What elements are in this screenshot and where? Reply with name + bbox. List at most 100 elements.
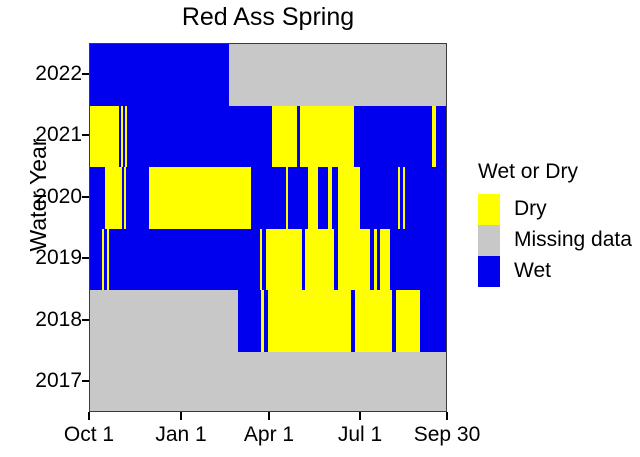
heatmap-row-2017 xyxy=(90,351,446,411)
heatmap-segment-dry xyxy=(300,105,354,167)
heatmap-segment-wet xyxy=(435,105,446,167)
legend-swatch-dry xyxy=(478,194,500,225)
legend-rows: Dry Missing data Wet xyxy=(478,194,638,287)
heatmap-segment-dry xyxy=(90,105,119,167)
heatmap-segment-dry xyxy=(328,167,332,229)
heatmap-segment-dry xyxy=(121,105,123,167)
y-tick-mark-2018 xyxy=(82,318,89,321)
heatmap-segment-dry xyxy=(305,228,335,290)
x-tick-mark-2 xyxy=(268,412,270,420)
heatmap-segment-dry xyxy=(105,167,122,229)
heatmap-segment-missing xyxy=(90,351,446,411)
heatmap-segment-dry xyxy=(431,105,436,167)
heatmap-segment-dry xyxy=(124,167,126,229)
legend-label-wet: Wet xyxy=(514,259,551,282)
y-tick-mark-2019 xyxy=(82,257,89,260)
x-tick-label-0: Oct 1 xyxy=(63,423,115,446)
heatmap-segment-wet xyxy=(318,167,329,229)
y-tick-label-2018: 2018 xyxy=(35,307,82,331)
heatmap-segment-dry xyxy=(397,167,401,229)
heatmap-segment-wet xyxy=(262,228,267,290)
heatmap-segment-wet xyxy=(420,290,446,352)
heatmap-segment-wet xyxy=(332,167,338,229)
heatmap-segment-wet xyxy=(104,228,108,290)
y-tick-label-2017: 2017 xyxy=(35,369,82,393)
heatmap-segment-missing xyxy=(228,44,446,106)
x-tick-label-2: Apr 1 xyxy=(243,423,295,446)
legend-item-wet: Wet xyxy=(478,256,638,287)
heatmap-segment-wet xyxy=(376,228,380,290)
heatmap-segment-dry xyxy=(307,167,319,229)
heatmap-segment-dry xyxy=(149,167,252,229)
heatmap-segment-dry xyxy=(355,290,393,352)
y-axis-tick-labels: 2017 2018 2019 2020 2021 2022 xyxy=(8,0,82,457)
heatmap-segment-dry xyxy=(286,167,289,229)
heatmap-segment-wet xyxy=(263,290,268,352)
heatmap-segment-wet xyxy=(109,228,261,290)
y-tick-mark-2022 xyxy=(82,72,89,75)
heatmap-segment-dry xyxy=(107,228,110,290)
heatmap-segment-dry xyxy=(260,228,263,290)
heatmap-segment-dry xyxy=(402,167,406,229)
heatmap-segment-wet xyxy=(392,290,397,352)
heatmap-row-2022 xyxy=(90,44,446,106)
x-tick-mark-0 xyxy=(88,412,90,420)
y-tick-mark-2017 xyxy=(82,380,89,383)
legend-title: Wet or Dry xyxy=(478,160,578,183)
heatmap-row-2018 xyxy=(90,290,446,352)
x-tick-mark-1 xyxy=(180,412,182,420)
heatmap-segment-dry xyxy=(338,228,370,290)
heatmap-segment-wet xyxy=(237,290,262,352)
heatmap-segment-wet xyxy=(296,105,301,167)
heatmap-segment-wet xyxy=(122,105,126,167)
x-tick-label-1: Jan 1 xyxy=(155,423,207,446)
heatmap-segment-dry xyxy=(266,228,303,290)
y-tick-label-2020: 2020 xyxy=(35,184,82,208)
heatmap-segment-dry xyxy=(379,228,390,290)
heatmap-segment-wet xyxy=(90,167,106,229)
legend-label-missing: Missing data xyxy=(514,228,632,251)
heatmap-segment-wet xyxy=(302,228,306,290)
heatmap-segment-dry xyxy=(337,167,360,229)
y-tick-label-2022: 2022 xyxy=(35,61,82,85)
legend-item-missing: Missing data xyxy=(478,225,638,256)
y-tick-mark-2020 xyxy=(82,195,89,198)
heatmap-segment-wet xyxy=(118,105,122,167)
legend-swatch-wet xyxy=(478,256,500,287)
y-tick-mark-2021 xyxy=(82,134,89,137)
legend: Wet or Dry Dry Missing data Wet xyxy=(478,160,638,287)
x-tick-mark-4 xyxy=(446,412,448,420)
heatmap-segment-dry xyxy=(102,228,105,290)
heatmap-segment-wet xyxy=(400,167,403,229)
heatmap-segment-dry xyxy=(271,105,297,167)
heatmap-segment-wet xyxy=(353,105,432,167)
heatmap-row-2021 xyxy=(90,105,446,167)
heatmap-segment-dry xyxy=(373,228,377,290)
x-tick-mark-3 xyxy=(359,412,361,420)
heatmap-row-2020 xyxy=(90,167,446,229)
y-tick-label-2019: 2019 xyxy=(35,246,82,270)
heatmap-segment-wet xyxy=(125,167,150,229)
heatmap-segment-wet xyxy=(251,167,287,229)
heatmap-segment-wet xyxy=(121,167,124,229)
heatmap-segment-wet xyxy=(405,167,446,229)
heatmap-segment-wet xyxy=(390,228,446,290)
heatmap-segment-wet xyxy=(127,105,272,167)
legend-label-dry: Dry xyxy=(514,197,547,220)
heatmap-segment-dry xyxy=(267,290,352,352)
page-title: Red Ass Spring xyxy=(181,3,355,31)
heatmap-segment-wet xyxy=(288,167,308,229)
heatmap-segment-missing xyxy=(90,290,238,352)
x-tick-label-3: Jul 1 xyxy=(337,423,383,446)
heatmap-segment-wet xyxy=(90,44,229,106)
legend-swatch-missing xyxy=(478,225,500,256)
heatmap-segment-wet xyxy=(359,167,398,229)
y-tick-label-2021: 2021 xyxy=(35,123,82,147)
heatmap-row-2019 xyxy=(90,228,446,290)
heatmap-segment-wet xyxy=(351,290,356,352)
heatmap-segment-wet xyxy=(369,228,374,290)
x-tick-label-4: Sep 30 xyxy=(413,423,481,446)
legend-item-dry: Dry xyxy=(478,194,638,225)
heatmap-segment-dry xyxy=(261,290,264,352)
